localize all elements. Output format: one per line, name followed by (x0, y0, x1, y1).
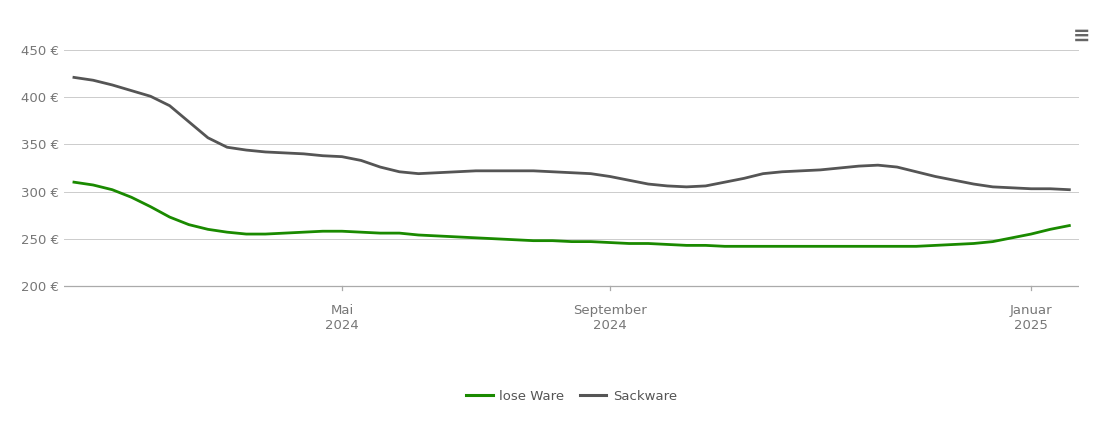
Text: ≡: ≡ (1072, 25, 1090, 45)
Legend: lose Ware, Sackware: lose Ware, Sackware (461, 384, 683, 408)
